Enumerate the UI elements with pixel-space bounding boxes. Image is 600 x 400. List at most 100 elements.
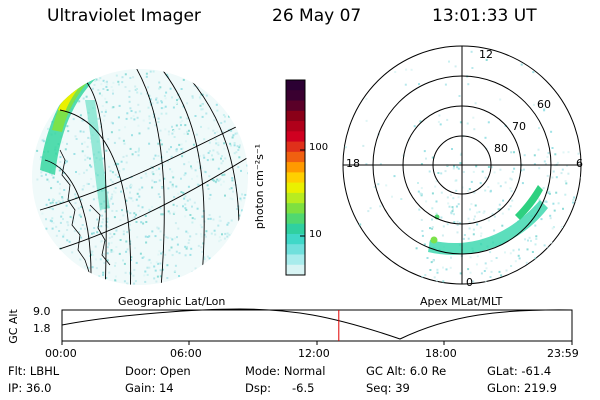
speckle-dot — [511, 199, 514, 202]
speckle-dot — [207, 187, 210, 190]
speckle-dot — [65, 204, 68, 207]
speckle-dot — [169, 237, 172, 239]
speckle-dot — [191, 96, 194, 99]
speckle-dot — [62, 218, 64, 221]
speckle-dot — [160, 213, 163, 216]
speckle-dot — [141, 256, 144, 259]
speckle-dot — [454, 65, 457, 68]
speckle-dot — [490, 270, 493, 273]
coastline — [59, 149, 111, 276]
speckle-dot — [106, 246, 109, 249]
speckle-dot — [455, 179, 458, 182]
speckle-dot — [153, 116, 156, 119]
speckle-dot — [66, 229, 69, 231]
speckle-dot — [435, 212, 438, 215]
speckle-dot — [168, 212, 171, 215]
speckle-dot — [138, 195, 141, 198]
speckle-dot — [184, 172, 187, 175]
speckle-dot — [212, 129, 215, 132]
speckle-dot — [214, 233, 217, 236]
speckle-dot — [122, 259, 124, 262]
speckle-dot — [66, 239, 69, 242]
speckle-dot — [62, 171, 65, 174]
speckle-dot — [562, 207, 564, 210]
speckle-dot — [180, 191, 183, 194]
speckle-dot — [532, 103, 535, 106]
speckle-dot — [81, 119, 84, 122]
speckle-dot — [200, 108, 203, 111]
speckle-dot — [148, 118, 151, 120]
speckle-dot — [222, 180, 225, 183]
speckle-dot — [359, 223, 362, 226]
speckle-dot — [155, 280, 158, 283]
lat-label-70: 70 — [512, 120, 526, 133]
speckle-dot — [61, 211, 64, 214]
speckle-dot — [436, 271, 439, 274]
speckle-dot — [186, 102, 189, 105]
speckle-dot — [499, 208, 502, 211]
speckle-dot — [135, 221, 138, 223]
speckle-dot — [172, 176, 175, 179]
speckle-dot — [67, 124, 70, 127]
speckle-dot — [114, 191, 117, 194]
speckle-dot — [134, 247, 136, 250]
speckle-dot — [552, 226, 555, 229]
speckle-dot — [393, 175, 396, 178]
speckle-dot — [228, 188, 231, 190]
polar-aurora-bright — [515, 185, 543, 220]
speckle-dot — [176, 236, 178, 239]
speckle-dot — [77, 207, 80, 210]
speckle-dot — [134, 85, 137, 88]
speckle-dot — [184, 203, 187, 206]
speckle-dot — [102, 119, 105, 122]
speckle-dot — [108, 165, 111, 168]
speckle-dot — [513, 167, 516, 170]
speckle-dot — [148, 208, 151, 211]
colorbar-swatch — [286, 141, 305, 153]
speckle-dot — [133, 216, 136, 219]
speckle-dot — [216, 109, 219, 112]
speckle-dot — [526, 248, 529, 251]
speckle-dot — [554, 153, 557, 156]
speckle-dot — [45, 203, 48, 206]
speckle-dot — [241, 209, 243, 212]
speckle-dot — [148, 115, 151, 118]
speckle-dot — [200, 246, 203, 249]
speckle-dot — [472, 228, 475, 231]
speckle-dot — [158, 87, 161, 90]
speckle-dot — [180, 124, 182, 127]
speckle-dot — [198, 96, 201, 99]
info-gain: Gain: 14 — [125, 381, 174, 395]
speckle-dot — [97, 117, 100, 120]
speckle-dot — [124, 126, 127, 129]
speckle-dot — [543, 160, 546, 163]
speckle-dot — [159, 262, 162, 265]
speckle-dot — [184, 245, 187, 248]
speckle-dot — [230, 187, 233, 190]
speckle-dot — [55, 234, 58, 237]
speckle-dot — [42, 140, 45, 143]
speckle-dot — [520, 169, 523, 172]
colorbar-swatch — [286, 110, 305, 122]
speckle-dot — [136, 236, 139, 239]
speckle-dot — [157, 154, 160, 157]
speckle-dot — [150, 261, 152, 264]
speckle-dot — [452, 167, 455, 170]
speckle-dot — [168, 249, 171, 252]
speckle-dot — [113, 216, 116, 219]
speckle-dot — [175, 150, 178, 153]
speckle-dot — [469, 208, 471, 211]
speckle-dot — [61, 141, 64, 144]
speckle-dot — [501, 212, 504, 215]
speckle-dot — [191, 217, 194, 220]
speckle-dot — [452, 197, 455, 200]
speckle-dot — [64, 159, 67, 162]
speckle-dot — [201, 93, 204, 96]
speckle-dot — [552, 170, 555, 173]
speckle-dot — [437, 172, 440, 174]
speckle-dot — [455, 205, 458, 208]
speckle-dot — [226, 235, 229, 238]
speckle-dot — [147, 127, 150, 130]
speckle-dot — [110, 197, 113, 200]
